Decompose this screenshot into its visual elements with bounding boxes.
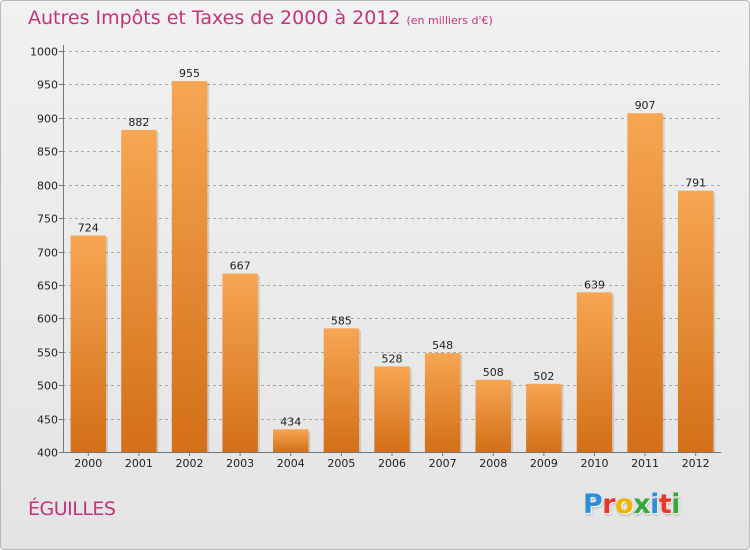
logo-letter: i <box>650 489 659 520</box>
y-tick-label: 400 <box>37 447 58 460</box>
x-tick-label: 2003 <box>226 457 254 470</box>
bar <box>121 129 157 452</box>
bar <box>475 379 511 452</box>
logo-letter: i <box>671 489 681 520</box>
x-tick-label: 2007 <box>429 457 457 470</box>
y-tick-label: 550 <box>37 347 58 360</box>
y-tick-label: 750 <box>37 213 58 226</box>
x-tick-label: 2001 <box>125 457 153 470</box>
bar <box>424 353 461 452</box>
x-tick-label: 2010 <box>580 457 608 470</box>
bar <box>70 235 107 452</box>
bar <box>677 190 714 452</box>
y-tick-label: 900 <box>37 113 58 126</box>
bar-value-label: 724 <box>78 221 99 234</box>
x-tick-label: 2011 <box>631 457 659 470</box>
y-tick-label: 1000 <box>30 46 58 59</box>
bar-value-label: 667 <box>230 260 251 273</box>
bar <box>526 383 562 452</box>
bar <box>222 273 258 452</box>
labels: 724 2000 882 2001 955 2002 667 2003 434 2004 585 20… <box>74 67 709 470</box>
bars <box>70 81 716 452</box>
bar-value-label: 882 <box>128 116 149 129</box>
chart-title-text: Autres Impôts et Taxes de 2000 à 2012 <box>28 7 401 29</box>
bar-value-label: 907 <box>635 99 656 112</box>
x-tick-label: 2005 <box>327 457 355 470</box>
logo-letter: P <box>583 489 603 520</box>
unit-note: (en milliers d'€) <box>406 14 493 27</box>
bar-value-label: 955 <box>179 67 200 80</box>
bar-value-label: 639 <box>584 278 605 291</box>
proxiti-logo: Proxiti <box>583 489 681 520</box>
bar-value-label: 585 <box>331 314 352 327</box>
logo-letter: r <box>602 489 616 520</box>
y-tick-label: 600 <box>37 313 58 326</box>
bar <box>323 328 360 452</box>
bar <box>374 366 410 452</box>
x-tick-label: 2012 <box>682 457 710 470</box>
y-tick-label: 450 <box>37 414 58 427</box>
bar-value-label: 502 <box>533 370 554 383</box>
axes: 400 450 500 550 600 650 700 750 800 850 900 950 1000 <box>30 45 721 460</box>
bar <box>627 113 663 452</box>
logo-letter: x <box>633 489 651 520</box>
y-tick-label: 700 <box>37 247 58 260</box>
x-tick-label: 2004 <box>277 457 305 470</box>
y-tick-label: 850 <box>37 146 58 159</box>
chart-title: Autres Impôts et Taxes de 2000 à 2012 (en… <box>28 7 493 29</box>
bar-value-label: 548 <box>432 339 453 352</box>
y-tick-label: 800 <box>37 180 58 193</box>
bar-value-label: 508 <box>483 366 504 379</box>
bar <box>171 81 208 452</box>
bar <box>576 292 613 452</box>
logo-letter: t <box>658 489 672 520</box>
bar <box>273 429 309 452</box>
bar-value-label: 528 <box>382 352 403 365</box>
y-tick-label: 500 <box>37 380 58 393</box>
bar-value-label: 791 <box>685 177 706 190</box>
logo-letter: o <box>615 489 634 520</box>
x-tick-label: 2009 <box>530 457 558 470</box>
x-tick-label: 2000 <box>74 457 102 470</box>
x-tick-label: 2008 <box>479 457 507 470</box>
bar-value-label: 434 <box>280 415 301 428</box>
y-tick-label: 950 <box>37 79 58 92</box>
city-name: ÉGUILLES <box>28 498 116 520</box>
x-tick-label: 2006 <box>378 457 406 470</box>
y-tick-label: 650 <box>37 280 58 293</box>
x-tick-label: 2002 <box>176 457 204 470</box>
